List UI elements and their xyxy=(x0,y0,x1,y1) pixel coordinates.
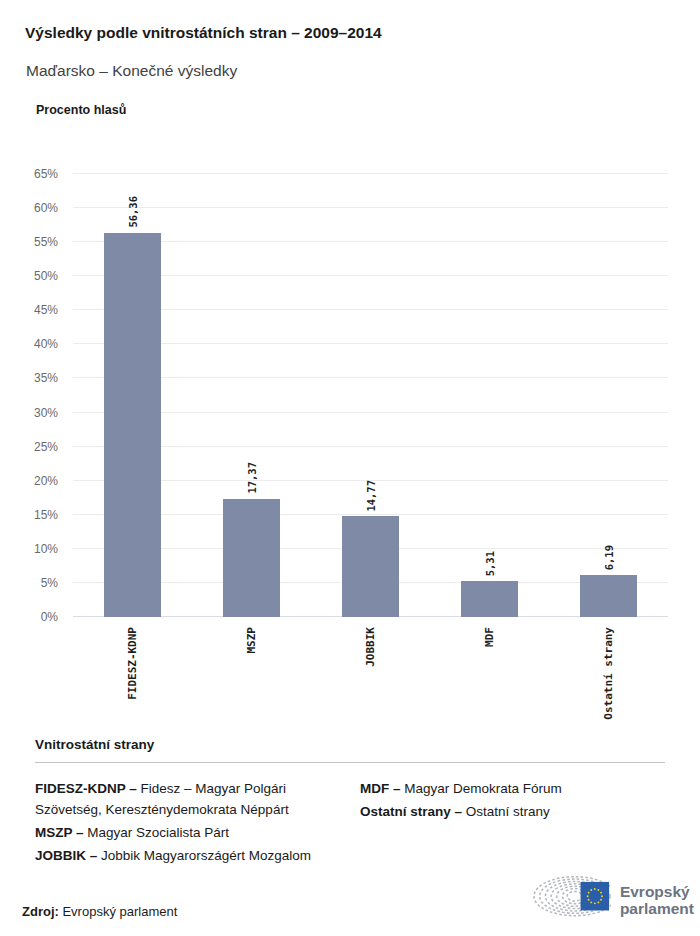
bar-value-wrap: 6,19 xyxy=(580,545,637,570)
x-category-wrap: MSZP xyxy=(223,627,280,654)
x-category-wrap: JOBBIK xyxy=(342,627,399,667)
gridline xyxy=(73,514,668,515)
y-tick-label: 25% xyxy=(14,440,58,454)
x-category-label: FIDESZ-KDNP xyxy=(126,627,139,700)
legend-entry-desc: Magyar Szocialista Párt xyxy=(84,825,230,840)
bar-value-wrap: 56,36 xyxy=(104,196,161,228)
source-note: Zdroj: Evropský parlament xyxy=(22,904,177,919)
gridline xyxy=(73,241,668,242)
bar-FIDESZ-KDNP xyxy=(104,233,161,617)
y-tick-label: 35% xyxy=(14,371,58,385)
bar-Ostatní strany xyxy=(580,575,637,617)
legend-entry-abbr: FIDESZ-KDNP – xyxy=(35,781,137,796)
y-tick-label: 50% xyxy=(14,269,58,283)
source-value: Evropský parlament xyxy=(62,904,177,919)
y-tick-label: 55% xyxy=(14,235,58,249)
legend-columns: FIDESZ-KDNP – Fidesz – Magyar Polgári Sz… xyxy=(35,778,665,868)
gridline xyxy=(73,343,668,344)
bar-value-label: 6,19 xyxy=(603,545,615,570)
x-category-label: MDF xyxy=(483,627,496,647)
bar-value-wrap: 14,77 xyxy=(342,480,399,512)
gridline xyxy=(73,309,668,310)
legend-heading: Vnitrostátní strany xyxy=(35,737,665,752)
gridline xyxy=(73,207,668,208)
y-axis-title: Procento hlasů xyxy=(36,103,126,117)
x-category-label: JOBBIK xyxy=(364,627,377,667)
logo-wordmark: Evropský parlament xyxy=(620,883,694,917)
bar-value-label: 56,36 xyxy=(127,196,139,228)
x-category-wrap: MDF xyxy=(461,627,518,647)
legend-column: FIDESZ-KDNP – Fidesz – Magyar Polgári Sz… xyxy=(35,778,360,868)
bar-value-wrap: 17,37 xyxy=(223,462,280,494)
bar-JOBBIK xyxy=(342,516,399,617)
page: Výsledky podle vnitrostátních stran – 20… xyxy=(0,0,700,936)
logo-text-line1: Evropský xyxy=(620,883,694,900)
y-tick-label: 20% xyxy=(14,474,58,488)
bar-value-label: 14,77 xyxy=(365,480,377,512)
legend-entry: FIDESZ-KDNP – Fidesz – Magyar Polgári Sz… xyxy=(35,778,360,820)
party-legend: Vnitrostátní strany FIDESZ-KDNP – Fidesz… xyxy=(35,737,665,868)
legend-column: MDF – Magyar Demokrata FórumOstatní stra… xyxy=(360,778,665,868)
bar-value-label: 17,37 xyxy=(246,462,258,494)
y-tick-label: 5% xyxy=(14,576,58,590)
legend-divider xyxy=(35,762,665,763)
y-tick-label: 30% xyxy=(14,406,58,420)
source-label: Zdroj: xyxy=(22,904,59,919)
gridline xyxy=(73,275,668,276)
eu-parliament-logo: Evropský parlament xyxy=(533,876,694,924)
x-category-wrap: FIDESZ-KDNP xyxy=(104,627,161,700)
y-tick-label: 15% xyxy=(14,508,58,522)
bar-MDF xyxy=(461,581,518,617)
legend-entry-abbr: MDF – xyxy=(360,781,401,796)
eu-flag-icon xyxy=(580,882,609,911)
legend-entry-abbr: MSZP – xyxy=(35,825,84,840)
y-tick-label: 60% xyxy=(14,201,58,215)
page-subtitle: Maďarsko – Konečné výsledky xyxy=(26,62,237,80)
y-tick-label: 65% xyxy=(14,167,58,181)
legend-entry-abbr: Ostatní strany – xyxy=(360,804,462,819)
y-tick-label: 0% xyxy=(14,610,58,624)
gridline xyxy=(73,446,668,447)
gridline xyxy=(73,377,668,378)
legend-entry: MSZP – Magyar Szocialista Párt xyxy=(35,822,360,843)
x-category-label: MSZP xyxy=(245,627,258,654)
gridline xyxy=(73,173,668,174)
legend-entry-desc: Magyar Demokrata Fórum xyxy=(401,781,562,796)
hemicycle-icon xyxy=(533,876,611,924)
legend-entry: JOBBIK – Jobbik Magyarországért Mozgalom xyxy=(35,845,360,866)
page-title: Výsledky podle vnitrostátních stran – 20… xyxy=(25,24,382,42)
legend-entry-desc: Jobbik Magyarországért Mozgalom xyxy=(97,848,311,863)
bar-value-wrap: 5,31 xyxy=(461,551,518,576)
gridline xyxy=(73,412,668,413)
x-category-wrap: Ostatní strany xyxy=(580,627,637,720)
legend-entry-desc: Ostatní strany xyxy=(462,804,550,819)
bar-MSZP xyxy=(223,499,280,617)
y-tick-label: 10% xyxy=(14,542,58,556)
legend-entry-abbr: JOBBIK – xyxy=(35,848,97,863)
plot-area: 0%5%10%15%20%25%30%35%40%45%50%55%60%65%… xyxy=(73,174,668,617)
bar-value-label: 5,31 xyxy=(484,551,496,576)
legend-entry: MDF – Magyar Demokrata Fórum xyxy=(360,778,665,799)
y-tick-label: 45% xyxy=(14,303,58,317)
y-tick-label: 40% xyxy=(14,337,58,351)
logo-text-line2: parlament xyxy=(620,900,694,917)
legend-entry: Ostatní strany – Ostatní strany xyxy=(360,801,665,822)
x-category-label: Ostatní strany xyxy=(602,627,615,720)
